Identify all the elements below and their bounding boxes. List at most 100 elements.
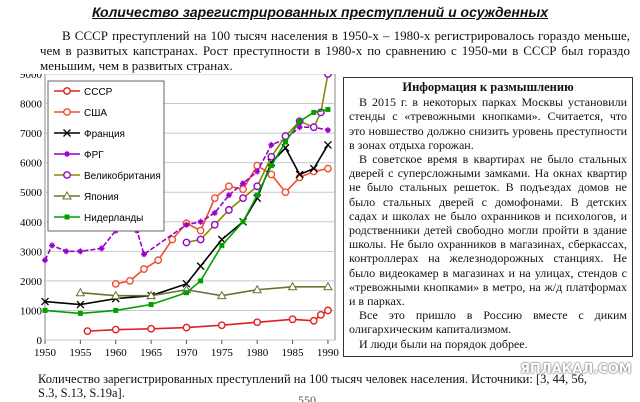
data-point (296, 124, 303, 131)
data-point (297, 118, 303, 124)
data-point (197, 218, 204, 225)
data-point (217, 321, 226, 330)
info-paragraph: В 2015 г. в некоторых парках Москвы уста… (349, 95, 627, 152)
data-point (287, 281, 298, 291)
series-line (44, 144, 329, 306)
legend-marker (64, 214, 70, 220)
series (182, 74, 332, 247)
data-point (282, 139, 288, 145)
data-point (42, 307, 48, 313)
info-box: Информация к размышлению В 2015 г. в нек… (343, 77, 633, 357)
x-tick-label: 1950 (34, 347, 57, 359)
data-point (148, 302, 154, 308)
data-point (111, 279, 120, 288)
data-point (182, 279, 191, 288)
legend-label: США (84, 108, 107, 119)
data-point (324, 306, 332, 315)
y-tick-label: 4000 (20, 217, 43, 229)
data-point (111, 325, 120, 334)
data-point (211, 209, 218, 216)
x-tick-label: 1970 (175, 347, 198, 359)
data-point (210, 194, 219, 203)
series (83, 306, 332, 336)
legend-label: ФРГ (84, 150, 104, 161)
data-point (125, 276, 134, 285)
data-point (309, 316, 318, 325)
chart: 0 1000 2000 3000 4000 5000 6000 7000 8000 9000 195… (20, 74, 340, 359)
legend-label: Нидерланды (84, 213, 143, 224)
series (42, 106, 331, 316)
info-paragraph: В советское время в квартирах не было ст… (349, 152, 627, 309)
data-point (225, 182, 233, 191)
data-point (63, 248, 70, 255)
y-tick-label: 9000 (20, 74, 43, 81)
data-point (110, 290, 121, 300)
data-point (323, 140, 332, 149)
data-point (77, 248, 84, 255)
legend-label: СССР (84, 87, 113, 98)
data-point (113, 307, 119, 313)
info-paragraph: Все это пришло в Россию вместе с диким о… (349, 308, 627, 337)
y-tick-label: 8000 (20, 99, 43, 111)
x-tick-label: 1955 (69, 347, 92, 359)
data-point (49, 242, 56, 249)
watermark: ЯПЛАКАЛ.COM (520, 362, 632, 377)
data-point (311, 109, 317, 115)
data-point (316, 310, 325, 319)
data-point (77, 310, 83, 316)
data-point (41, 297, 49, 306)
title: Количество зарегистрированных преступлен… (91, 4, 549, 20)
data-point (210, 220, 219, 229)
data-point (225, 192, 232, 199)
y-tick-label: 0 (37, 335, 43, 347)
caption: Количество зарегистрированных преступлен… (38, 372, 587, 400)
data-point (154, 256, 163, 265)
data-point (198, 278, 204, 284)
data-point (196, 262, 205, 271)
data-point (254, 168, 261, 175)
data-point (253, 318, 262, 327)
data-point (240, 219, 246, 225)
legend-marker (64, 151, 70, 157)
data-point (281, 188, 290, 197)
data-point (309, 164, 318, 173)
legend-label: Япония (84, 192, 119, 203)
data-point (324, 164, 332, 173)
series-line (44, 108, 329, 315)
data-point (83, 327, 92, 336)
series-line (80, 286, 328, 297)
data-point (267, 152, 276, 161)
data-point (323, 281, 333, 291)
y-tick-label: 1000 (20, 305, 43, 317)
x-tick-label: 1965 (140, 347, 163, 359)
legend-marker (63, 171, 71, 179)
legend: СССР США Франция ФРГ Великобритания Япония Нид… (47, 80, 165, 232)
legend-label: Великобритания (84, 170, 161, 182)
legend-marker (63, 108, 71, 116)
y-tick-label: 6000 (20, 158, 43, 170)
legend-marker (63, 129, 71, 137)
legend-label: Франция (84, 129, 125, 140)
data-point (309, 123, 318, 132)
data-point (216, 290, 227, 300)
x-tick-label: 1990 (317, 347, 340, 359)
legend-marker (63, 87, 71, 95)
data-point (42, 257, 48, 264)
data-point (324, 74, 332, 78)
intro-paragraph: В СССР преступлений на 100 тысяч населен… (40, 28, 630, 73)
data-point (98, 245, 105, 252)
data-point (324, 127, 331, 134)
data-point (239, 185, 247, 194)
x-tick-label: 1960 (105, 347, 128, 359)
data-point (219, 242, 225, 248)
data-point (140, 265, 148, 273)
series-line (87, 309, 329, 332)
data-point (141, 251, 148, 258)
data-point (268, 141, 275, 148)
y-tick-label: 2000 (20, 276, 43, 288)
data-point (147, 324, 155, 333)
page-number: 550 (298, 393, 316, 402)
data-point (182, 238, 191, 247)
data-point (288, 315, 297, 324)
data-point (325, 106, 331, 112)
